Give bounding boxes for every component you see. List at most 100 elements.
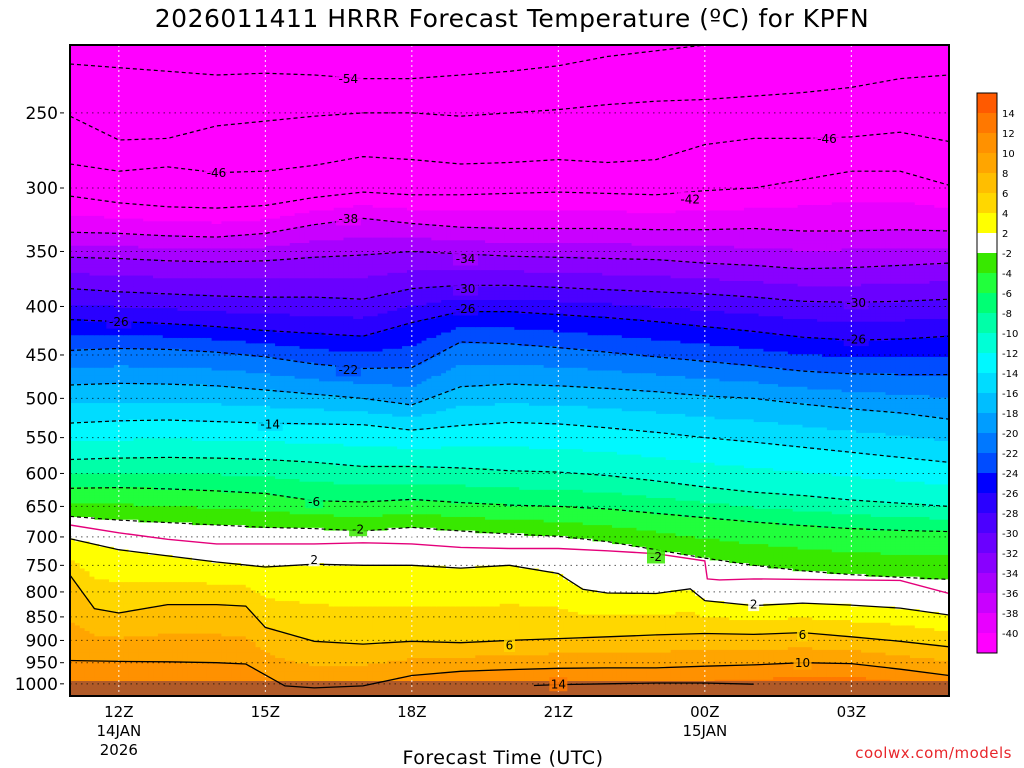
field-cell: [89, 115, 96, 119]
field-cell: [70, 248, 76, 252]
field-cell: [79, 660, 86, 665]
field-cell: [79, 45, 86, 49]
field-cell: [109, 611, 115, 616]
field-cell: [79, 267, 86, 271]
field-cell: [99, 457, 105, 461]
field-cell: [79, 424, 86, 429]
field-cell: [70, 422, 76, 426]
field-cell: [113, 167, 120, 171]
field-cell: [79, 557, 86, 561]
field-cell: [104, 164, 110, 168]
field-cell: [94, 492, 100, 496]
field-cell: [74, 101, 81, 106]
field-cell: [84, 424, 91, 429]
field-cell: [89, 441, 96, 445]
field-cell: [94, 180, 100, 184]
field-cell: [113, 606, 120, 610]
field-cell: [109, 82, 115, 87]
field-cell: [70, 280, 76, 285]
field-cell: [70, 80, 76, 84]
field-cell: [104, 484, 110, 488]
field-cell: [94, 584, 100, 589]
field-cell: [89, 332, 96, 336]
field-cell: [109, 408, 115, 412]
field-cell: [89, 573, 96, 578]
field-cell: [74, 400, 81, 404]
field-cell: [99, 422, 105, 426]
field-cell: [79, 272, 86, 277]
field-cell: [113, 302, 120, 306]
field-cell: [99, 535, 105, 540]
field-cell: [74, 145, 81, 149]
field-cell: [89, 525, 96, 529]
field-cell: [113, 213, 120, 217]
field-cell: [74, 196, 81, 201]
field-cell: [99, 522, 105, 526]
field-cell: [74, 278, 81, 282]
field-cell: [113, 413, 120, 418]
field-cell: [109, 115, 115, 119]
field-cell: [74, 655, 81, 659]
field-cell: [109, 481, 115, 486]
field-cell: [70, 519, 76, 523]
field-cell: [84, 340, 91, 344]
field-cell: [118, 291, 125, 296]
field-cell: [113, 297, 120, 301]
field-cell: [118, 234, 125, 239]
field-cell: [113, 535, 120, 540]
field-cell: [70, 286, 76, 290]
field-cell: [94, 270, 100, 274]
field-cell: [70, 278, 76, 282]
field-cell: [99, 85, 105, 89]
field-cell: [113, 403, 120, 407]
field-cell: [94, 137, 100, 141]
field-cell: [113, 573, 120, 578]
field-cell: [94, 243, 100, 247]
field-cell: [104, 552, 110, 556]
field-cell: [84, 183, 91, 187]
field-cell: [99, 327, 105, 331]
field-cell: [74, 142, 81, 146]
field-cell: [94, 340, 100, 344]
field-cell: [89, 188, 96, 193]
field-cell: [113, 264, 120, 269]
field-cell: [84, 167, 91, 171]
field-cell: [89, 207, 96, 212]
field-cell: [79, 278, 86, 282]
field-cell: [74, 438, 81, 442]
field-cell: [104, 72, 110, 76]
field-cell: [79, 630, 86, 635]
field-cell: [113, 468, 120, 472]
field-cell: [118, 61, 125, 65]
field-cell: [70, 77, 76, 81]
field-cell: [113, 527, 120, 532]
field-cell: [118, 267, 125, 271]
field-cell: [99, 237, 105, 241]
plot-area: -54-46-46-42-38-34-30-30-26-26-26-22-14-…: [70, 45, 949, 696]
field-cell: [79, 164, 86, 168]
field-cell: [113, 259, 120, 263]
field-cell: [109, 196, 115, 201]
field-cell: [109, 424, 115, 429]
field-cell: [113, 622, 120, 627]
field-cell: [94, 549, 100, 553]
field-cell: [104, 598, 110, 602]
field-cell: [74, 45, 81, 49]
field-cell: [94, 666, 100, 670]
field-cell: [70, 628, 76, 632]
field-cell: [70, 470, 76, 475]
field-cell: [109, 110, 115, 114]
field-cell: [79, 408, 86, 412]
field-cell: [104, 77, 110, 81]
field-cell: [70, 443, 76, 448]
field-cell: [84, 77, 91, 81]
field-cell: [74, 422, 81, 426]
field-cell: [99, 620, 105, 624]
field-cell: [104, 45, 110, 49]
field-cell: [84, 633, 91, 637]
field-cell: [70, 514, 76, 518]
field-cell: [99, 432, 105, 437]
field-cell: [84, 299, 91, 304]
field-cell: [84, 587, 91, 591]
field-cell: [104, 196, 110, 201]
